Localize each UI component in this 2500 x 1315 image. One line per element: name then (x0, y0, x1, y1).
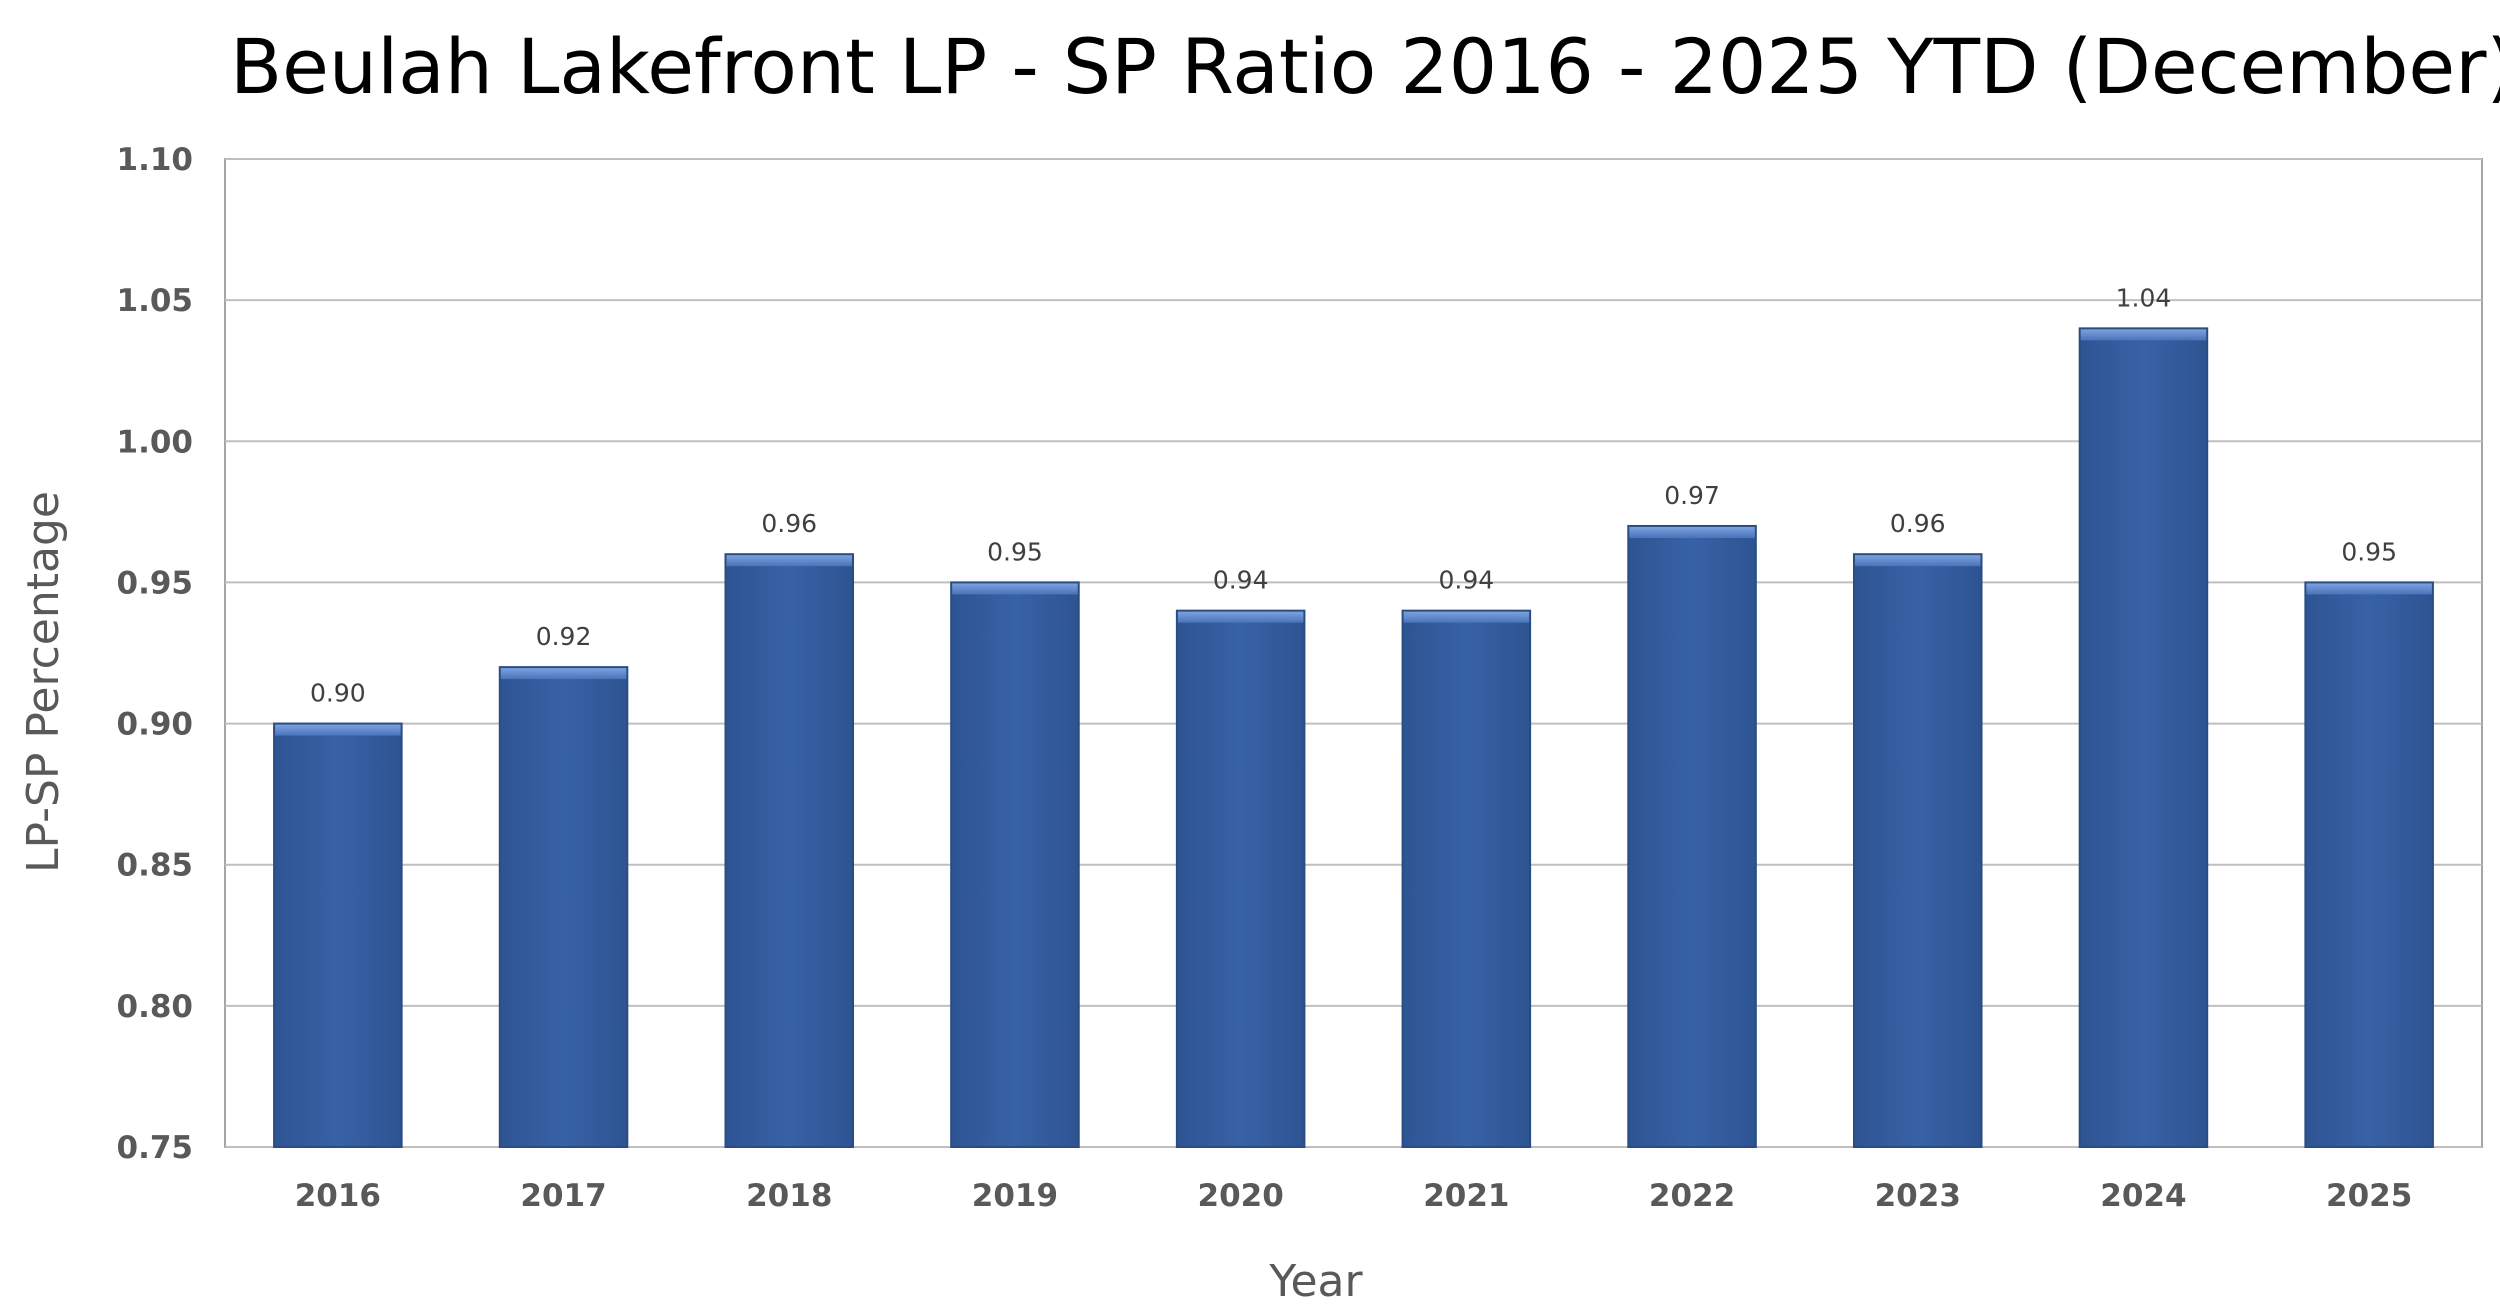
data-label-2022: 0.97 (1664, 481, 1720, 510)
bar-top-bevel (500, 668, 627, 680)
y-tick-label: 0.85 (117, 848, 194, 884)
bar-2022 (1627, 524, 1757, 1148)
bar-top-bevel (2080, 329, 2207, 341)
y-tick-label: 1.05 (117, 283, 194, 319)
labels-layer: 0.75 0.80 0.85 0.90 0.95 1.00 1.05 1.10 0.90 2016… (117, 142, 2413, 1214)
bar-2020 (1175, 609, 1306, 1148)
data-label-2020: 0.94 (1213, 566, 1269, 595)
x-tick-label-2017: 2017 (520, 1178, 606, 1214)
x-tick-label-2016: 2016 (295, 1178, 381, 1214)
bars-layer (273, 327, 2434, 1149)
chart-title: Beulah Lakefront LP - SP Ratio 2016 - 20… (230, 22, 2500, 111)
data-label-2024: 1.04 (2116, 283, 2172, 312)
data-label-2017: 0.92 (536, 622, 592, 651)
bar-body (2078, 327, 2209, 1149)
x-tick-label-2023: 2023 (1875, 1178, 1961, 1214)
bar-body (1852, 553, 1983, 1148)
bar-top-bevel (952, 583, 1078, 595)
bar-2025 (2304, 581, 2434, 1148)
data-label-2023: 0.96 (1890, 509, 1946, 538)
bar-body (724, 553, 855, 1148)
bar-top-bevel (1629, 526, 1755, 538)
x-tick-label-2021: 2021 (1423, 1178, 1509, 1214)
y-tick-label: 0.80 (117, 989, 194, 1025)
data-label-2018: 0.96 (761, 509, 817, 538)
data-label-2025: 0.95 (2341, 537, 2397, 566)
y-tick-label: 1.00 (117, 424, 194, 460)
x-tick-label-2024: 2024 (2100, 1178, 2186, 1214)
data-label-2019: 0.95 (987, 537, 1043, 566)
x-axis-label: Year (1268, 1256, 1363, 1307)
bar-body (950, 581, 1080, 1148)
x-tick-label-2022: 2022 (1649, 1178, 1735, 1214)
bar-body (1627, 524, 1757, 1148)
bar-body (498, 666, 629, 1148)
bar-2023 (1852, 553, 1983, 1148)
bar-2018 (724, 553, 855, 1148)
bar-top-bevel (275, 724, 401, 736)
bar-body (273, 722, 403, 1148)
y-tick-label: 0.95 (117, 565, 194, 601)
y-tick-label: 0.90 (117, 707, 194, 743)
bar-top-bevel (2306, 583, 2432, 595)
y-tick-label: 0.75 (117, 1130, 194, 1166)
bar-body (2304, 581, 2434, 1148)
bar-2021 (1401, 609, 1532, 1148)
bar-body (1175, 609, 1306, 1148)
bar-body (1401, 609, 1532, 1148)
bar-2024 (2078, 327, 2209, 1149)
data-label-2021: 0.94 (1439, 566, 1495, 595)
y-tick-label: 1.10 (117, 142, 194, 178)
bar-2016 (273, 722, 403, 1148)
bar-top-bevel (1854, 555, 1981, 567)
y-axis-label: LP-SP Percentage (18, 491, 69, 873)
bar-2017 (498, 666, 629, 1148)
x-tick-label-2018: 2018 (746, 1178, 832, 1214)
bar-top-bevel (1403, 611, 1530, 623)
x-tick-label-2025: 2025 (2326, 1178, 2412, 1214)
bar-top-bevel (726, 555, 853, 567)
data-label-2016: 0.90 (310, 679, 366, 708)
x-tick-label-2019: 2019 (972, 1178, 1058, 1214)
bar-2019 (950, 581, 1080, 1148)
bar-top-bevel (1177, 611, 1304, 623)
x-tick-label-2020: 2020 (1198, 1178, 1284, 1214)
